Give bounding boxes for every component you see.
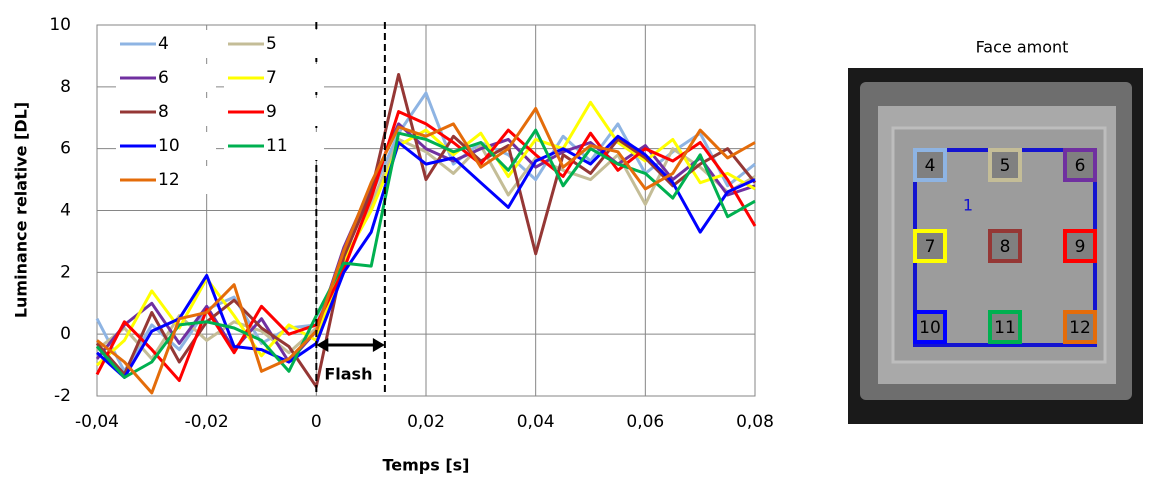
y-tick-label: 4 [60,201,71,221]
region-box [913,310,947,344]
x-axis-title: Temps [s] [382,456,469,475]
panel-image: 4 5 6 7 8 9 10 11 12 1 [848,68,1143,424]
y-tick-label: 6 [60,139,71,159]
y-axis-title: Luminance relative [DL] [12,102,31,318]
legend-label: 10 [158,136,180,156]
region-box [988,229,1022,263]
x-tick-label: 0,04 [517,412,555,432]
x-tick-label: -0,04 [75,412,119,432]
region-label: 7 [925,237,936,257]
region-box [913,148,947,182]
legend-label: 12 [158,170,180,190]
legend-label: 6 [158,68,169,88]
region-box [1063,229,1097,263]
x-tick-label: 0,08 [736,412,774,432]
region-label: 5 [1000,156,1011,176]
y-tick-label: 2 [60,262,71,282]
legend-label: 5 [266,34,277,54]
y-tick-label: 10 [49,15,71,35]
region-label: 4 [925,156,936,176]
y-tick-label: -2 [54,386,71,406]
legend-label: 9 [266,102,277,122]
series-line [96,137,756,361]
legend-label: 7 [266,68,277,88]
x-tick-label: 0,02 [407,412,445,432]
zone-label: 1 [963,196,973,215]
region-box [1063,310,1097,344]
legend-label: 8 [158,102,169,122]
region-label: 6 [1075,156,1086,176]
region-box [1063,148,1097,182]
region-label: 9 [1075,237,1086,257]
annotation: Flash [324,365,372,384]
x-tick-label: -0,02 [185,412,229,432]
region-label: 12 [1069,318,1091,338]
x-tick-label: 0,06 [626,412,664,432]
series-line [96,107,756,395]
region-label: 10 [919,318,941,338]
series-line [95,110,757,382]
legend-label: 11 [266,136,288,156]
panel-title: Face amont [976,38,1069,57]
plot-border [96,24,756,397]
y-tick-label: 0 [60,324,71,344]
x-tick-label: 0 [311,412,322,432]
region-box [988,310,1022,344]
legend-label: 4 [158,34,169,54]
region-box [988,148,1022,182]
region-label: 11 [994,318,1016,338]
series-line [95,122,756,364]
region-label: 8 [1000,237,1011,257]
series-line [95,134,756,379]
series-line [95,128,756,379]
region-box [913,229,947,263]
y-tick-label: 8 [60,77,71,97]
